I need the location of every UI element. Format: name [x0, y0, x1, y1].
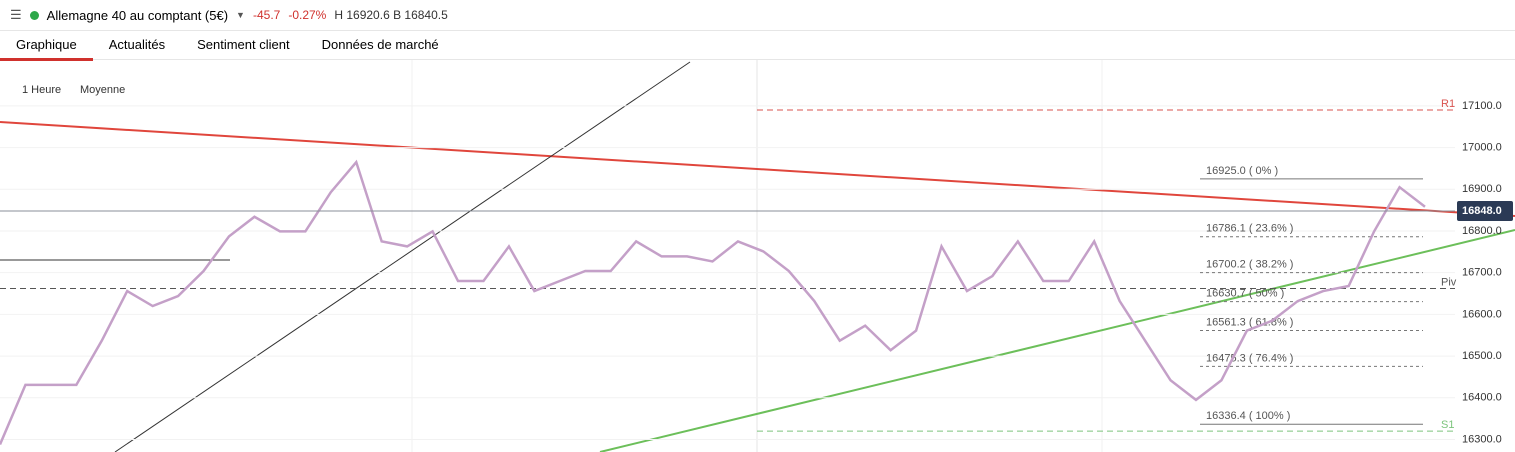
- fib-label: 16561.3 ( 61.8% ): [1206, 316, 1293, 328]
- pivot-label: R1: [1441, 98, 1455, 110]
- pivot-label: Piv: [1441, 276, 1457, 288]
- change: -45.7: [252, 8, 281, 22]
- fib-label: 16700.2 ( 38.2% ): [1206, 259, 1293, 271]
- y-tick-label: 16500.0: [1462, 350, 1502, 362]
- y-tick-label: 16400.0: [1462, 392, 1502, 404]
- tab-bar: Graphique Actualités Sentiment client Do…: [0, 31, 1515, 61]
- fib-label: 16475.3 ( 76.4% ): [1206, 352, 1293, 364]
- tab[interactable]: Sentiment client: [197, 37, 290, 52]
- y-tick-label: 16300.0: [1462, 433, 1502, 445]
- tab[interactable]: Graphique: [0, 31, 93, 61]
- y-tick-label: 16600.0: [1462, 308, 1502, 320]
- chart: 1 Heure Moyenne 16300.0 16400.0 16500.0 166…: [0, 60, 1515, 452]
- current-price-box: [1457, 200, 1513, 221]
- fib-label: 16336.4 ( 100% ): [1206, 410, 1290, 422]
- fib-label: 16925.0 ( 0% ): [1206, 165, 1278, 177]
- high-low: H 16920.6 B 16840.5: [334, 8, 448, 22]
- trendline: [599, 229, 1515, 452]
- header: ☰ Allemagne 40 au comptant (5€) ▼ -45.7 …: [0, 0, 1515, 31]
- price-line: [0, 159, 1426, 445]
- trendline: [114, 61, 691, 452]
- y-tick-label: 16700.0: [1462, 267, 1502, 279]
- trendline: [0, 121, 1515, 217]
- instrument[interactable]: Allemagne 40 au comptant (5€): [46, 7, 229, 23]
- status-dot: [29, 10, 39, 20]
- menu-icon[interactable]: ☰: [10, 7, 22, 22]
- fib-label: 16630.7 ( 50% ): [1206, 287, 1284, 299]
- pivot-label: S1: [1441, 419, 1454, 431]
- current-price-label: 16848.0: [1462, 205, 1502, 217]
- dropdown-caret[interactable]: ▼: [236, 10, 245, 20]
- y-tick-label: 17100.0: [1462, 100, 1502, 112]
- timeframe[interactable]: 1 Heure: [22, 84, 61, 96]
- y-tick-label: 17000.0: [1462, 141, 1502, 153]
- tab[interactable]: Données de marché: [321, 37, 439, 52]
- tab[interactable]: Actualités: [108, 37, 166, 52]
- fib-label: 16786.1 ( 23.6% ): [1206, 223, 1293, 235]
- change-pct: -0.27%: [288, 8, 327, 22]
- y-tick-label: 16800.0: [1462, 225, 1502, 237]
- y-tick-label: 16900.0: [1462, 183, 1502, 195]
- price-type[interactable]: Moyenne: [80, 84, 125, 96]
